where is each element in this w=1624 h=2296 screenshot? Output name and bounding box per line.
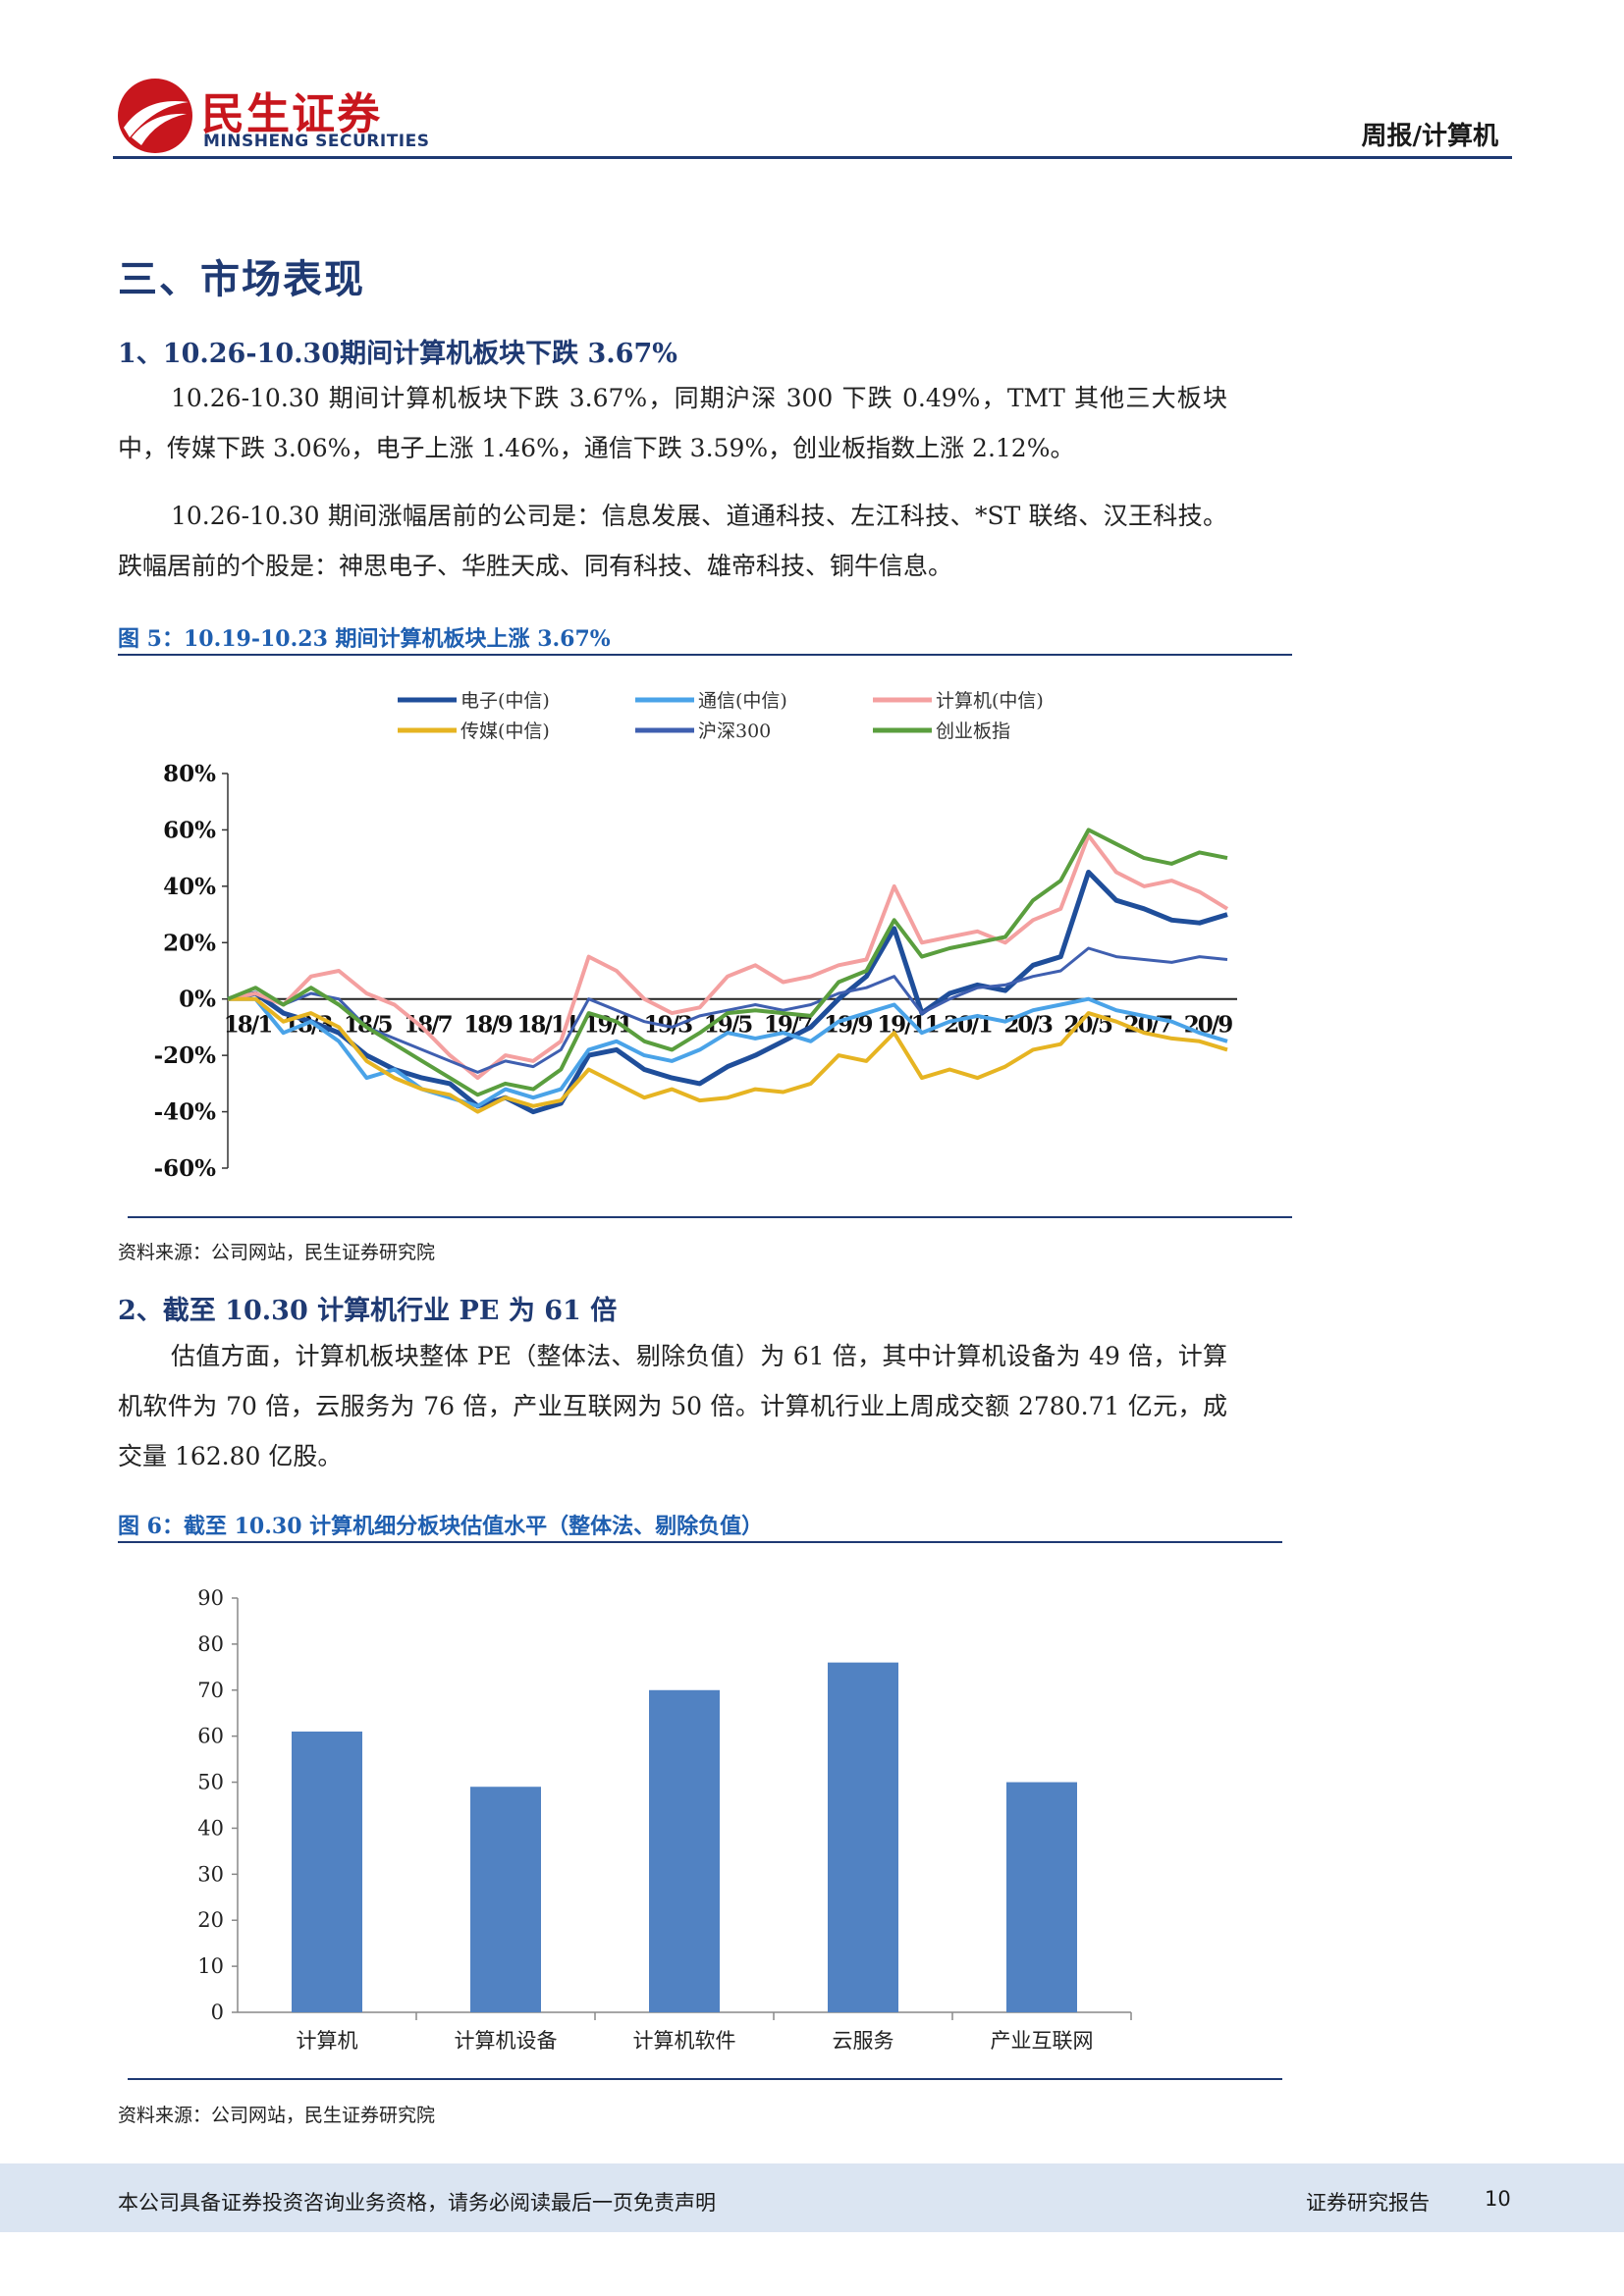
subsection-1-title: 1、10.26-10.30期间计算机板块下跌 3.67% <box>118 339 677 369</box>
y-tick-label: 20 <box>197 1908 224 1932</box>
bar-0 <box>292 1731 362 2012</box>
legend-label: 沪深300 <box>698 721 771 742</box>
legend-label: 计算机(中信) <box>936 690 1044 712</box>
brand-name-cn: 民生证券 <box>201 89 382 139</box>
x-tick-label: 19/3 <box>644 1012 692 1039</box>
figure-5-source: 资料来源：公司网站，民生证券研究院 <box>118 1242 436 1263</box>
series-line-4 <box>227 946 1228 1074</box>
bar-2 <box>649 1689 720 2012</box>
bar-3 <box>828 1662 898 2012</box>
legend-label: 电子(中信) <box>460 690 550 712</box>
paragraph-top-movers: 10.26-10.30 期间涨幅居前的公司是：信息发展、道通科技、左江科技、*S… <box>118 502 1227 580</box>
figure-6-title: 图 6：截至 10.30 计算机细分板块估值水平（整体法、剔除负值） <box>118 1514 764 1539</box>
y-tick-label: 80% <box>163 761 216 787</box>
y-tick-label: 30 <box>197 1862 224 1886</box>
legend-label: 通信(中信) <box>698 690 787 712</box>
paragraph-performance: 10.26-10.30 期间计算机板块下跌 3.67%，同期沪深 300 下跌 … <box>118 384 1227 462</box>
bar-1 <box>470 1787 541 2012</box>
y-tick-label: 10 <box>197 1954 224 1978</box>
footer-disclaimer: 本公司具备证券投资咨询业务资格，请务必阅读最后一页免责声明 <box>118 2191 716 2215</box>
x-tick-label: 产业互联网 <box>991 2029 1094 2053</box>
x-tick-label: 计算机设备 <box>455 2029 558 2053</box>
y-tick-label: 70 <box>197 1679 224 1702</box>
line-chart-axes: 80%60%40%20%0%-20%-40%-60%18/1 18/3 18/5 18… <box>154 761 1237 1182</box>
y-tick-label: 60 <box>197 1725 224 1748</box>
section-title: 三、市场表现 <box>118 256 365 302</box>
y-tick-label: 40% <box>163 874 216 900</box>
bar-chart-axes: 0 10 20 30 40 50 60 70 80 90 计算机 计算机设备 计算机软件 云服务 产业互联网 <box>197 1586 1132 2053</box>
figure-5-title: 图 5：10.19-10.23 期间计算机板块上涨 3.67% <box>118 626 611 652</box>
y-tick-label: 20% <box>163 930 216 956</box>
paragraph-valuation: 估值方面，计算机板块整体 PE（整体法、剔除负值）为 61 倍，其中计算机设备为… <box>118 1342 1227 1470</box>
x-tick-label: 计算机软件 <box>633 2029 736 2053</box>
subsection-2-title: 2、截至 10.30 计算机行业 PE 为 61 倍 <box>118 1296 618 1326</box>
series-line-1 <box>228 996 1228 1108</box>
x-tick-label: 19/11 <box>877 1012 938 1039</box>
x-tick-label: 20/3 <box>1003 1012 1052 1039</box>
bar-chart-bars <box>292 1662 1077 2012</box>
y-tick-label: -60% <box>154 1155 217 1182</box>
y-tick-label: -40% <box>154 1099 217 1126</box>
bar-4 <box>1006 1782 1077 2012</box>
y-tick-label: -20% <box>154 1042 217 1069</box>
legend-label: 传媒(中信) <box>460 721 550 742</box>
y-tick-label: 40 <box>197 1816 224 1840</box>
y-tick-label: 0 <box>211 2001 224 2024</box>
subsection-1-text: 10.26-10.30 期间计算机板块下跌 3.67%，同期沪深 300 下跌 … <box>118 373 1227 473</box>
y-tick-label: 60% <box>163 817 216 843</box>
figure-6-top-rule <box>118 1541 1282 1543</box>
y-tick-label: 50 <box>197 1771 224 1794</box>
x-tick-label: 19/1 <box>584 1012 631 1039</box>
y-tick-label: 0% <box>179 987 216 1013</box>
y-tick-label: 90 <box>197 1586 224 1610</box>
series-line-5 <box>227 828 1228 1097</box>
x-tick-label: 计算机 <box>297 2029 358 2053</box>
minsheng-logo-icon <box>118 79 192 153</box>
header-divider <box>113 156 1512 159</box>
x-tick-label: 18/9 <box>463 1012 512 1039</box>
series-line-2 <box>227 833 1229 1081</box>
subsection-2-text: 估值方面，计算机板块整体 PE（整体法、剔除负值）为 61 倍，其中计算机设备为… <box>118 1331 1227 1481</box>
page-number: 10 <box>1485 2187 1511 2211</box>
report-type: 周报/计算机 <box>1361 122 1499 151</box>
y-tick-label: 80 <box>197 1632 224 1656</box>
x-tick-label: 云服务 <box>833 2029 894 2053</box>
figure-6-bar-chart: 0 10 20 30 40 50 60 70 80 90 计算机 计算机设备 计算机软件 云服务 产业互联网 <box>197 1586 1132 2053</box>
figure-6-source: 资料来源：公司网站，民生证券研究院 <box>118 2105 436 2126</box>
figure-6-bottom-rule <box>128 2078 1282 2080</box>
subsection-1-text-2: 10.26-10.30 期间涨幅居前的公司是：信息发展、道通科技、左江科技、*S… <box>118 491 1227 591</box>
figure-5-top-rule <box>118 654 1292 656</box>
legend-label: 创业板指 <box>936 721 1010 742</box>
figure-5-line-chart: 电子(中信) 通信(中信) 计算机(中信) 传媒(中信) 沪深300 创业板指 80% 60… <box>154 690 1237 1182</box>
line-chart-series <box>227 828 1229 1115</box>
series-line-3 <box>228 996 1228 1114</box>
x-tick-label: 18/1 <box>224 1012 271 1039</box>
figure-5-bottom-rule <box>128 1216 1292 1218</box>
brand-name-en: MINSHENG SECURITIES <box>203 132 430 151</box>
footer-report-label: 证券研究报告 <box>1306 2191 1430 2215</box>
line-chart-legend: 电子(中信) 通信(中信) 计算机(中信) 传媒(中信) 沪深300 创业板指 <box>398 690 1044 742</box>
footer-band <box>0 2163 1624 2232</box>
